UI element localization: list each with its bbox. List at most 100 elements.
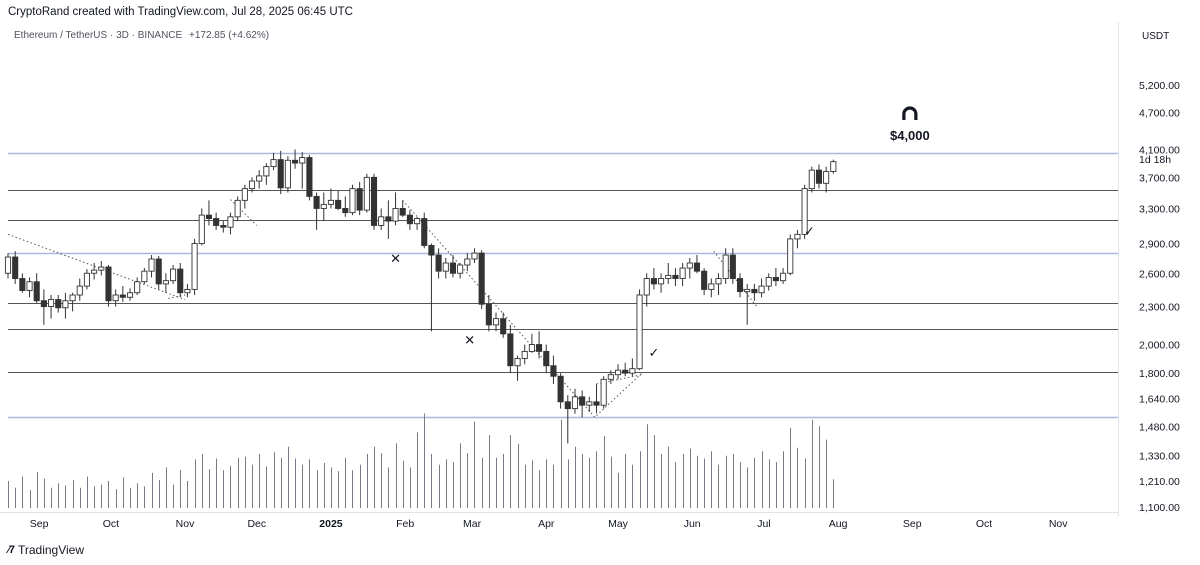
candle-body (134, 281, 141, 294)
candle-body (650, 278, 657, 285)
candle-body (636, 294, 643, 370)
candle-body (98, 266, 105, 271)
x-tick-label: Jul (757, 518, 770, 530)
y-tick-label: 4,700.00 (1139, 107, 1180, 119)
candle-body (550, 365, 557, 377)
x-tick-label: Sep (30, 518, 49, 530)
candle-body (701, 270, 708, 290)
chart-marker: ✕ (464, 334, 475, 349)
candle-body (213, 218, 220, 226)
candle-body (327, 199, 335, 205)
candle-body (815, 169, 823, 184)
y-tick-label: 1,640.00 (1139, 393, 1180, 405)
candle-body (4, 256, 12, 274)
trendline (230, 199, 258, 226)
candle-body (55, 299, 62, 309)
y-tick-label: 2,600.00 (1139, 268, 1180, 280)
candle-body (665, 274, 672, 279)
y-tick-label: 5,200.00 (1139, 80, 1180, 92)
candle-body (62, 300, 69, 309)
x-tick-label: Nov (176, 518, 195, 530)
candle-body (421, 218, 428, 246)
candle-body (435, 254, 442, 272)
candle-body (363, 176, 370, 211)
candle-body (521, 350, 528, 359)
footer-brand[interactable]: ⁄7 TradingView (8, 543, 84, 557)
candle-body (722, 254, 729, 279)
candle-body (478, 252, 485, 305)
candle-body (514, 358, 521, 367)
candle-body (643, 278, 650, 296)
candle-body (112, 294, 119, 302)
chart-marker: ✓ (804, 224, 815, 239)
candle-body (320, 203, 327, 209)
candle-body (464, 258, 471, 266)
candle-body (284, 159, 291, 189)
candle-body (614, 369, 622, 376)
candle-body (40, 300, 47, 308)
horizontal-levels (8, 152, 1118, 419)
candle-body (672, 274, 679, 279)
chart-header: CryptoRand created with TradingView.com,… (8, 6, 353, 18)
candle-body (76, 285, 83, 296)
candle-body (414, 218, 421, 225)
candle-body (507, 333, 514, 367)
candle-body (744, 288, 751, 293)
footer-brand-label: TradingView (17, 543, 85, 557)
trendlines (7, 199, 758, 420)
tradingview-logo-icon: ⁄7 (8, 544, 15, 556)
y-tick-label: 2,000.00 (1139, 340, 1180, 352)
candle-body (342, 208, 349, 214)
candles (4, 149, 837, 444)
candle-body (629, 368, 636, 374)
candle-body (593, 401, 600, 406)
price-change: +172.85 (+4.62%) (188, 30, 270, 41)
x-tick-label: Oct (103, 518, 119, 530)
x-tick-label: Nov (1049, 518, 1068, 530)
candle-body (306, 157, 313, 197)
candle-body (823, 171, 830, 184)
candle-body (19, 278, 26, 291)
y-tick-label: 4,100.00 (1139, 144, 1180, 156)
candle-body (406, 214, 413, 225)
candle-body (105, 266, 112, 302)
candle-body (579, 396, 586, 406)
candle-body (191, 243, 198, 290)
x-tick-label: Oct (976, 518, 992, 530)
candle-body (378, 216, 385, 226)
candle-body (801, 188, 808, 235)
candle-body (658, 278, 665, 285)
candle-body (736, 278, 744, 293)
candle-body (91, 269, 98, 274)
candle-body (528, 344, 535, 352)
candle-body (500, 318, 507, 335)
candle-body (787, 238, 794, 274)
candle-body (492, 318, 500, 326)
candle-body (119, 294, 126, 298)
candle-body (241, 188, 248, 201)
x-tick-label: Mar (463, 518, 482, 530)
candle-body (830, 161, 837, 173)
candle-body (693, 262, 701, 272)
y-tick-label: 3,300.00 (1139, 203, 1180, 215)
candle-body (270, 159, 277, 168)
trendline (402, 200, 597, 420)
x-tick-label: Sep (903, 518, 922, 530)
candle-body (399, 208, 406, 216)
candle-body (600, 378, 607, 406)
candle-body (48, 299, 55, 308)
candle-body (485, 303, 492, 326)
candle-body (155, 258, 162, 285)
candle-body (356, 188, 363, 211)
trendline (7, 233, 186, 301)
candle-body (177, 268, 184, 294)
x-tick-label: Aug (829, 518, 848, 530)
candle-body (686, 262, 693, 269)
symbol-info[interactable]: Ethereum / TetherUS · 3D · BINANCE +172.… (14, 30, 273, 41)
y-tick-label: 1,210.00 (1139, 476, 1180, 488)
chart-marker: ✓ (648, 346, 659, 361)
candle-body (428, 245, 435, 256)
magnet-icon (902, 106, 918, 120)
x-tick-label: Dec (247, 518, 266, 530)
